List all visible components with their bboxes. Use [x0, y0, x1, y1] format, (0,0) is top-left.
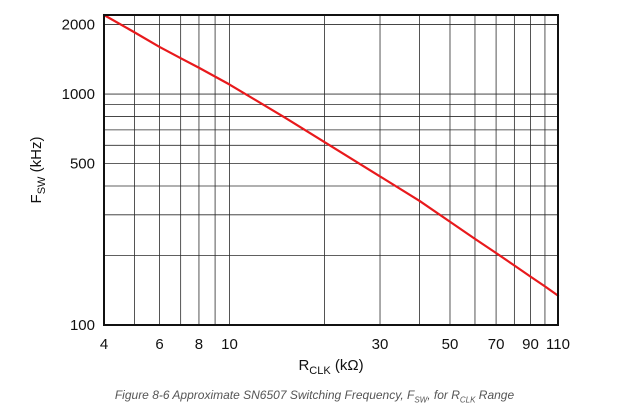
x-tick-label: 8: [195, 336, 203, 353]
y-axis-label: FSW (kHz): [28, 137, 48, 204]
x-tick-label: 70: [488, 336, 505, 353]
y-tick-label: 2000: [62, 17, 95, 34]
x-tick-label: 6: [155, 336, 163, 353]
x-tick-label: 50: [442, 336, 459, 353]
grid-lines: [104, 15, 558, 325]
series-layer: [102, 13, 560, 297]
x-tick-label: 90: [522, 336, 539, 353]
x-tick-label: 4: [100, 336, 108, 353]
x-axis-label: RCLK (kΩ): [298, 357, 363, 377]
y-tick-label: 1000: [62, 86, 95, 103]
x-tick-label: 30: [372, 336, 389, 353]
fsw-vs-rclk-line: [102, 13, 560, 297]
y-tick-label: 100: [70, 317, 95, 334]
x-tick-label: 10: [221, 336, 238, 353]
y-tick-label: 500: [70, 156, 95, 173]
y-tick-labels: 100 500 1000 2000: [62, 17, 95, 334]
plot-frame: [103, 14, 559, 326]
figure-caption: Figure 8-6 Approximate SN6507 Switching …: [114, 388, 515, 405]
x-tick-label: 110: [546, 336, 570, 353]
x-tick-labels: 4 6 8 10 30 50 70 90 110: [100, 336, 570, 353]
